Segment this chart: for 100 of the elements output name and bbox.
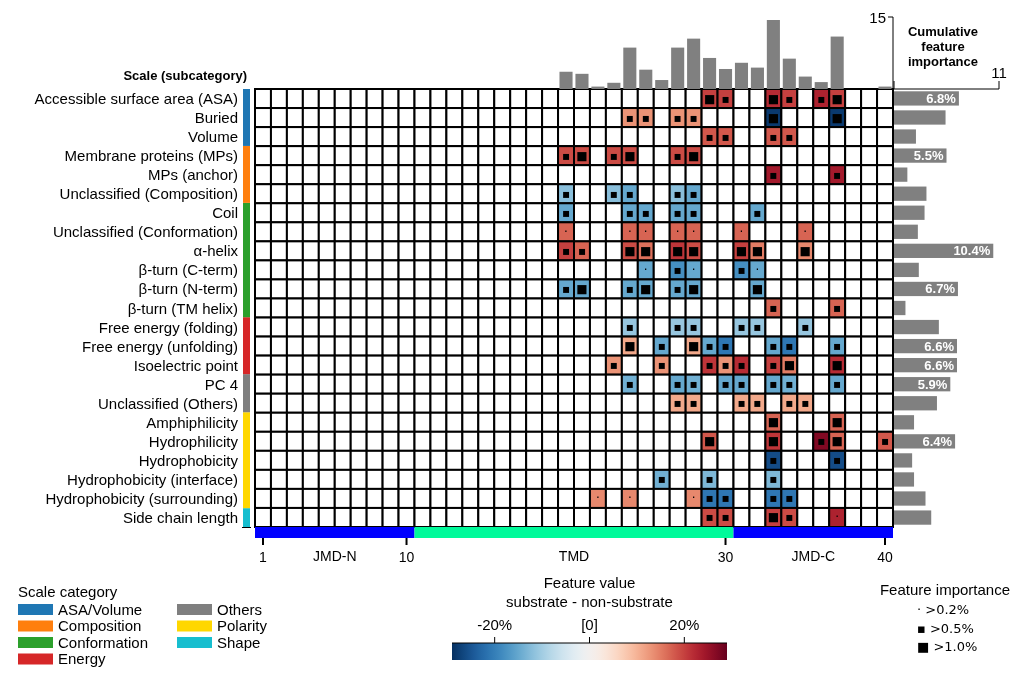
data-label: ▪	[577, 243, 587, 258]
y-tick-label: Free energy (folding)	[98, 318, 238, 336]
data-label: ■	[767, 415, 780, 430]
data-label: ▪	[833, 453, 842, 468]
data-label: ▪	[817, 434, 826, 449]
data-label: ▪	[689, 396, 698, 411]
data-label: ■	[767, 510, 780, 525]
data-label: ▪	[721, 491, 730, 506]
data-label: ▪	[833, 301, 842, 315]
data-label: ■	[767, 110, 780, 125]
data-label: ■	[687, 281, 700, 296]
x-axis-title: Cumulative feature importance	[907, 24, 979, 69]
data-label: ▪	[769, 377, 778, 392]
data-label: ▪	[880, 434, 890, 449]
data-label: ■	[831, 434, 843, 449]
data-label: ▪	[625, 205, 634, 220]
data-label: ·	[675, 224, 680, 239]
data-label: ▪	[785, 491, 794, 506]
y-tick-label: Unclassified (Conformation)	[52, 223, 238, 241]
data-label: ▪	[689, 110, 698, 125]
data-label: ·	[627, 224, 632, 239]
data-label: ■	[640, 281, 652, 296]
data-label: ▪	[625, 110, 634, 125]
x-tick-label: 40	[877, 549, 894, 565]
y-tick-label: MPs (anchor)	[147, 166, 238, 184]
data-label: ▪	[609, 186, 618, 201]
data-label: ▪	[561, 205, 571, 220]
data-label: ▪	[689, 205, 698, 220]
data-label: 5.5%	[913, 148, 944, 164]
data-label: ▪	[673, 205, 682, 220]
data-label: ▪	[673, 281, 682, 296]
data-label: ■	[687, 243, 700, 258]
data-label: ■	[831, 91, 843, 106]
bar	[255, 527, 415, 538]
data-label: ·	[564, 224, 568, 239]
data-label: ▪	[641, 205, 650, 220]
y-tick-label: Hydrophobicity (surrounding)	[45, 489, 238, 507]
data-label: ▪	[673, 377, 682, 392]
legend-title: Scale category	[18, 583, 118, 600]
data-label: ■	[703, 91, 716, 106]
data-label: ▪	[689, 320, 698, 335]
x-tick-label: 1	[259, 549, 268, 565]
y-tick-label: Volume	[187, 128, 238, 146]
data-label: ▪	[721, 339, 730, 354]
bar	[243, 89, 250, 146]
x-tick-label: 11	[991, 64, 1007, 81]
data-label: 6.6%	[924, 338, 955, 354]
data-label: ▪	[673, 148, 682, 163]
color-bar-label: -20%	[477, 616, 513, 633]
y-tick-label: β-turn (N-term)	[138, 280, 238, 298]
data-label: ▪	[785, 339, 794, 354]
data-label: ▪	[689, 186, 698, 201]
data-label: ▪	[721, 129, 730, 144]
data-label: ■	[703, 434, 716, 449]
data-label: ▪	[737, 320, 746, 335]
data-label: ·	[803, 224, 808, 239]
y-tick-label: Hydrophilicity	[148, 432, 239, 450]
data-label: ▪	[561, 243, 571, 258]
data-label: ▪	[737, 396, 746, 411]
y-tick-label: β-turn (TM helix)	[127, 299, 238, 317]
bar	[830, 36, 844, 89]
data-label: ■	[576, 281, 588, 296]
y-tick-label: Accessible surface area (ASA)	[34, 90, 238, 108]
data-label: ■	[624, 148, 636, 163]
data-label: ▪	[625, 186, 634, 201]
data-label: ■	[624, 339, 636, 354]
data-label: ▪	[609, 148, 618, 163]
data-label: ■	[576, 148, 588, 163]
data-label: 5.9%	[917, 376, 948, 392]
data-label: ▪	[721, 510, 730, 525]
bar	[766, 20, 780, 89]
data-label: ▪	[785, 129, 794, 144]
bar	[414, 527, 734, 538]
data-label: 6.8%	[926, 90, 957, 106]
data-label: 6.6%	[924, 357, 955, 373]
data-label: ▪	[657, 339, 666, 354]
data-label: ■	[831, 358, 843, 373]
data-label: 6.4%	[922, 433, 953, 449]
y-tick-label: β-turn (C-term)	[138, 261, 238, 279]
data-label: ■	[640, 243, 652, 258]
legend-label: Others	[217, 600, 263, 618]
data-label: ▪	[769, 453, 778, 468]
data-label: ▪	[769, 301, 778, 315]
data-label: ▪	[705, 339, 714, 354]
data-label: ▪	[785, 91, 794, 106]
legend-label: Polarity	[217, 617, 268, 634]
data-label: ■	[687, 339, 700, 354]
data-label: ▪	[833, 167, 842, 182]
data-label: ▪	[737, 262, 746, 277]
data-label: ·	[835, 510, 840, 525]
data-label: ▪	[625, 377, 634, 392]
data-label: ▪	[753, 205, 762, 220]
bar	[243, 412, 250, 509]
data-label: ▪	[721, 377, 730, 392]
y-tick-label: PC 4	[204, 375, 238, 393]
data-label: ▪	[673, 262, 682, 277]
data-label: ▪	[657, 358, 666, 373]
series-label: JMD-N	[312, 548, 357, 564]
bar	[243, 374, 250, 413]
data-label: ■	[831, 110, 843, 125]
